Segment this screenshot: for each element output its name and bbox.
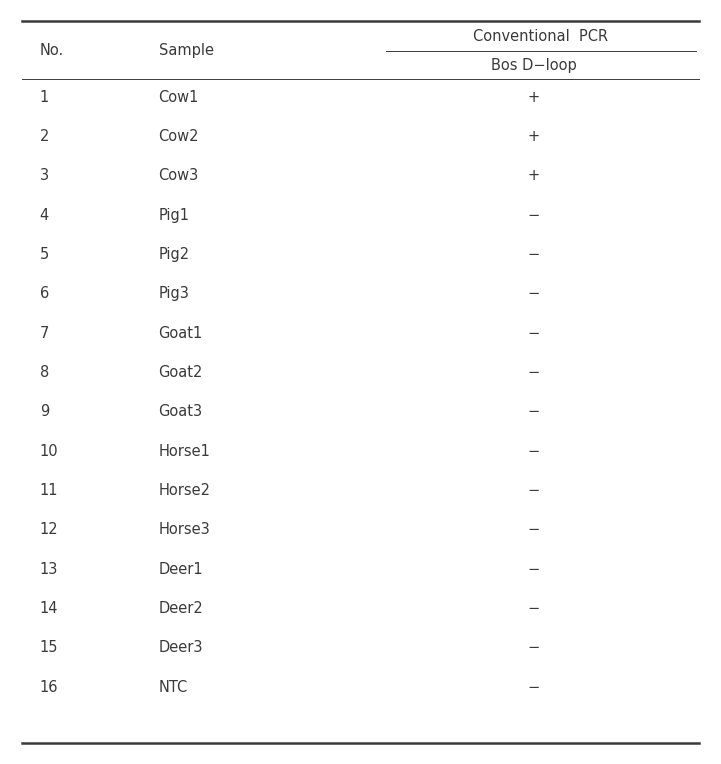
Text: Goat1: Goat1 [159, 325, 203, 341]
Text: Bos D−loop: Bos D−loop [491, 58, 576, 73]
Text: −: − [528, 325, 539, 341]
Text: NTC: NTC [159, 680, 188, 694]
Text: −: − [528, 562, 539, 577]
Text: Conventional  PCR: Conventional PCR [473, 29, 609, 44]
Text: 15: 15 [40, 640, 58, 656]
Text: Pig2: Pig2 [159, 247, 190, 262]
Text: Pig1: Pig1 [159, 208, 190, 222]
Text: −: − [528, 444, 539, 458]
Text: Cow3: Cow3 [159, 168, 199, 183]
Text: −: − [528, 208, 539, 222]
Text: +: + [528, 89, 539, 105]
Text: −: − [528, 680, 539, 694]
Text: 10: 10 [40, 444, 58, 458]
Text: +: + [528, 168, 539, 183]
Text: Deer3: Deer3 [159, 640, 203, 656]
Text: −: − [528, 365, 539, 380]
Text: No.: No. [40, 43, 64, 58]
Text: −: − [528, 640, 539, 656]
Text: Horse3: Horse3 [159, 523, 211, 537]
Text: 4: 4 [40, 208, 49, 222]
Text: 8: 8 [40, 365, 49, 380]
Text: 12: 12 [40, 523, 58, 537]
Text: −: − [528, 247, 539, 262]
Text: −: − [528, 601, 539, 616]
Text: Pig3: Pig3 [159, 286, 190, 301]
Text: 6: 6 [40, 286, 49, 301]
Text: 3: 3 [40, 168, 49, 183]
Text: 5: 5 [40, 247, 49, 262]
Text: Cow2: Cow2 [159, 129, 199, 144]
Text: Horse2: Horse2 [159, 483, 211, 498]
Text: Goat3: Goat3 [159, 404, 203, 419]
Text: 9: 9 [40, 404, 49, 419]
Text: Cow1: Cow1 [159, 89, 199, 105]
Text: Deer2: Deer2 [159, 601, 203, 616]
Text: Deer1: Deer1 [159, 562, 203, 577]
Text: 11: 11 [40, 483, 58, 498]
Text: Horse1: Horse1 [159, 444, 211, 458]
Text: 13: 13 [40, 562, 58, 577]
Text: Goat2: Goat2 [159, 365, 203, 380]
Text: 16: 16 [40, 680, 58, 694]
Text: 1: 1 [40, 89, 49, 105]
Text: −: − [528, 523, 539, 537]
Text: −: − [528, 404, 539, 419]
Text: 7: 7 [40, 325, 49, 341]
Text: −: − [528, 286, 539, 301]
Text: +: + [528, 129, 539, 144]
Text: 14: 14 [40, 601, 58, 616]
Text: 2: 2 [40, 129, 49, 144]
Text: −: − [528, 483, 539, 498]
Text: Sample: Sample [159, 43, 213, 58]
